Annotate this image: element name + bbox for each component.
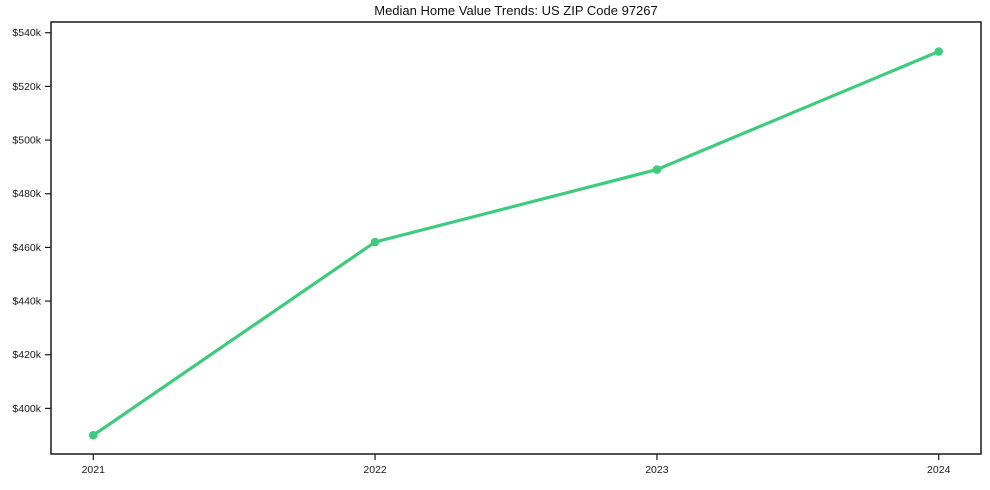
y-tick-label: $480k xyxy=(12,188,41,200)
y-tick-label: $440k xyxy=(12,296,41,308)
x-tick-label: 2022 xyxy=(363,464,387,476)
y-tick-label: $400k xyxy=(12,403,41,415)
x-tick-label: 2021 xyxy=(82,464,106,476)
y-tick-label: $500k xyxy=(12,135,41,147)
chart-title: Median Home Value Trends: US ZIP Code 97… xyxy=(374,3,658,18)
y-tick-label: $420k xyxy=(12,349,41,361)
plot-border xyxy=(50,21,982,455)
x-tick-label: 2024 xyxy=(927,464,951,476)
data-point-marker xyxy=(934,47,944,56)
trend-line xyxy=(91,49,941,437)
y-tick-label: $460k xyxy=(12,242,41,254)
y-tick-label: $520k xyxy=(12,81,41,93)
data-point-marker xyxy=(88,430,98,440)
x-tick-label: 2023 xyxy=(645,464,669,476)
y-tick-label: $540k xyxy=(12,27,41,39)
data-point-marker xyxy=(652,165,662,174)
data-point-marker xyxy=(370,237,380,247)
